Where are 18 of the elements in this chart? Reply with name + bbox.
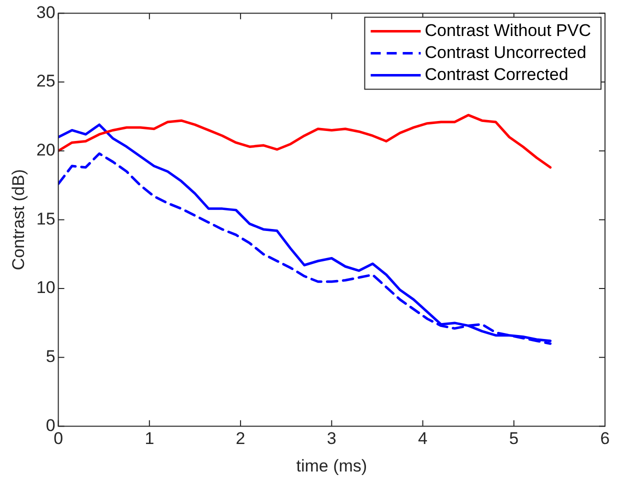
- y-tick-label: 20: [36, 140, 56, 160]
- y-tick-label: 30: [36, 2, 56, 22]
- x-tick-label: 4: [418, 429, 428, 448]
- y-tick-label: 0: [46, 416, 56, 435]
- y-tick-label: 10: [36, 278, 56, 298]
- x-axis-title: time (ms): [296, 456, 368, 476]
- x-tick-label: 5: [509, 429, 519, 448]
- y-tick-label: 25: [36, 72, 56, 91]
- x-tick-label: 1: [144, 429, 154, 448]
- x-tick-label: 6: [600, 429, 610, 448]
- y-axis-title: Contrast (dB): [8, 169, 28, 270]
- legend-label: Contrast Corrected: [424, 64, 568, 84]
- legend-label: Contrast Without PVC: [424, 20, 591, 40]
- y-tick-label: 15: [36, 209, 56, 228]
- x-tick-label: 2: [236, 429, 246, 448]
- legend-label: Contrast Uncorrected: [424, 42, 586, 62]
- y-tick-label: 5: [46, 347, 56, 366]
- x-tick-label: 3: [326, 429, 336, 448]
